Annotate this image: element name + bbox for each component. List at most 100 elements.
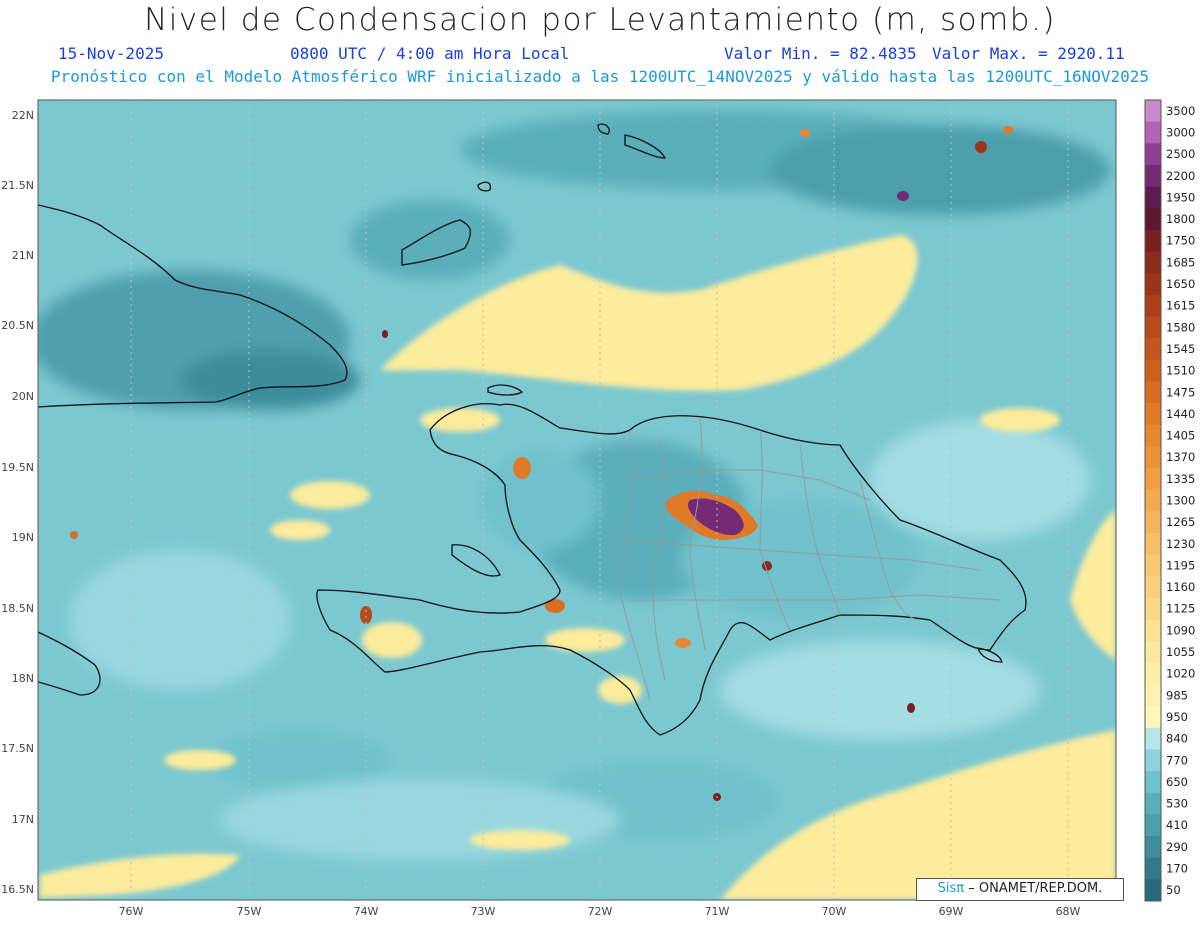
colorbar-label: 1685: [1166, 255, 1195, 269]
lon-label: 75W: [237, 905, 262, 918]
lat-label: 18.5N: [1, 602, 34, 615]
colorbar-swatch: [1145, 727, 1161, 750]
colorbar-label: 1335: [1166, 472, 1195, 486]
colorbar-label: 50: [1166, 883, 1181, 897]
colorbar-label: 1510: [1166, 364, 1195, 378]
colorbar-label: 1545: [1166, 342, 1195, 356]
colorbar-label: 170: [1166, 862, 1188, 876]
colorbar-label: 840: [1166, 732, 1188, 746]
colorbar-swatch: [1145, 121, 1161, 144]
lat-label: 21.5N: [1, 179, 34, 192]
lat-axis: 22N 21.5N 21N 20.5N 20N 19.5N 19N 18.5N …: [1, 109, 34, 896]
colorbar-swatch: [1145, 403, 1161, 426]
colorbar-label: 950: [1166, 710, 1188, 724]
hotspots: [70, 126, 1013, 801]
high-lcl-bands: [40, 235, 1116, 900]
colorbar-swatch: [1145, 857, 1161, 880]
max-value-label: Valor Max. = 2920.11: [932, 44, 1125, 63]
colorbar-label: 1230: [1166, 537, 1195, 551]
min-value-label: Valor Min. = 82.4835: [724, 44, 917, 63]
colorbar-swatch: [1145, 792, 1161, 815]
lat-label: 22N: [12, 109, 34, 122]
lon-label: 69W: [939, 905, 964, 918]
colorbar-label: 410: [1166, 818, 1188, 832]
jamaica-coast: [38, 631, 101, 696]
gonave-coast: [451, 544, 501, 577]
colorbar-label: 3000: [1166, 125, 1195, 139]
colorbar-swatch: [1145, 359, 1161, 382]
colorbar-swatch: [1145, 316, 1161, 339]
colorbar-label: 530: [1166, 797, 1188, 811]
colorbar-swatch: [1145, 511, 1161, 534]
colorbar-swatch: [1145, 879, 1161, 902]
lon-label: 72W: [588, 905, 613, 918]
lat-label: 20.5N: [1, 319, 34, 332]
colorbar-label: 1475: [1166, 385, 1195, 399]
colorbar-label: 1055: [1166, 645, 1195, 659]
lat-label: 17N: [12, 813, 34, 826]
colorbar-swatch: [1145, 446, 1161, 469]
colorbar: 3500 3000 2500 2200 1950 1800 1750 1685 1650 1615…: [1144, 99, 1195, 902]
time-label: 0800 UTC / 4:00 am Hora Local: [290, 44, 570, 63]
colorbar-label: 1800: [1166, 212, 1195, 226]
colorbar-swatch: [1145, 749, 1161, 772]
lon-axis: 76W 75W 74W 73W 72W 71W 70W 69W 68W: [119, 905, 1081, 918]
lat-label: 19N: [12, 531, 34, 544]
colorbar-label: 1265: [1166, 515, 1195, 529]
colorbar-label: 1160: [1166, 580, 1195, 594]
colorbar-label: 650: [1166, 775, 1188, 789]
lon-label: 74W: [354, 905, 379, 918]
lon-label: 71W: [705, 905, 730, 918]
colorbar-swatch: [1145, 554, 1161, 577]
colorbar-label: 1440: [1166, 407, 1195, 421]
tortuga-coast: [487, 384, 524, 396]
sispi-logo: Sisπ: [937, 881, 965, 896]
colorbar-swatch: [1145, 619, 1161, 642]
puerto-rico-tip: [977, 647, 1003, 663]
colorbar-label: 1650: [1166, 277, 1195, 291]
colorbar-label: 1300: [1166, 494, 1195, 508]
cuba-coast: [38, 204, 348, 408]
lat-label: 17.5N: [1, 742, 34, 755]
colorbar-label: 1125: [1166, 602, 1195, 616]
credit-box: Sisπ – ONAMET/REP.DOM.: [916, 878, 1124, 901]
colorbar-label: 1615: [1166, 299, 1195, 313]
lat-label: 19.5N: [1, 461, 34, 474]
colorbar-swatch: [1145, 338, 1161, 361]
plot-frame: [37, 99, 1117, 901]
colorbar-swatch: [1145, 208, 1161, 231]
lon-label: 76W: [119, 905, 144, 918]
lon-label: 68W: [1056, 905, 1081, 918]
colorbar-label: 1090: [1166, 623, 1195, 637]
colorbar-label: 985: [1166, 688, 1188, 702]
inagua-coast: [401, 219, 472, 266]
colorbar-swatch: [1145, 468, 1161, 491]
colorbar-swatch: [1145, 424, 1161, 447]
credit-text: – ONAMET/REP.DOM.: [968, 881, 1103, 896]
lat-label: 18N: [12, 672, 34, 685]
coastlines: [38, 123, 1027, 736]
map-field: [38, 100, 1116, 900]
colorbar-swatch: [1145, 836, 1161, 859]
colorbar-label: 1020: [1166, 667, 1195, 681]
colorbar-swatch: [1145, 273, 1161, 296]
colorbar-swatch: [1145, 143, 1161, 166]
colorbar-label: 2500: [1166, 147, 1195, 161]
colorbar-swatch: [1145, 706, 1161, 729]
date-label: 15-Nov-2025: [58, 44, 164, 63]
colorbar-swatch: [1145, 641, 1161, 664]
colorbar-swatch: [1145, 100, 1161, 123]
colorbar-swatch: [1145, 229, 1161, 253]
colorbar-label: 2200: [1166, 169, 1195, 183]
graticule: [130, 100, 1069, 900]
lat-label: 21N: [12, 249, 34, 262]
colorbar-swatch: [1145, 662, 1161, 686]
colorbar-swatch: [1145, 186, 1161, 209]
colorbar-swatch: [1145, 532, 1161, 556]
caicos-coast-2: [624, 134, 667, 159]
colorbar-label: 3500: [1166, 104, 1195, 118]
colorbar-label: 1195: [1166, 558, 1195, 572]
colorbar-swatch: [1145, 771, 1161, 794]
colorbar-swatch: [1145, 576, 1161, 599]
